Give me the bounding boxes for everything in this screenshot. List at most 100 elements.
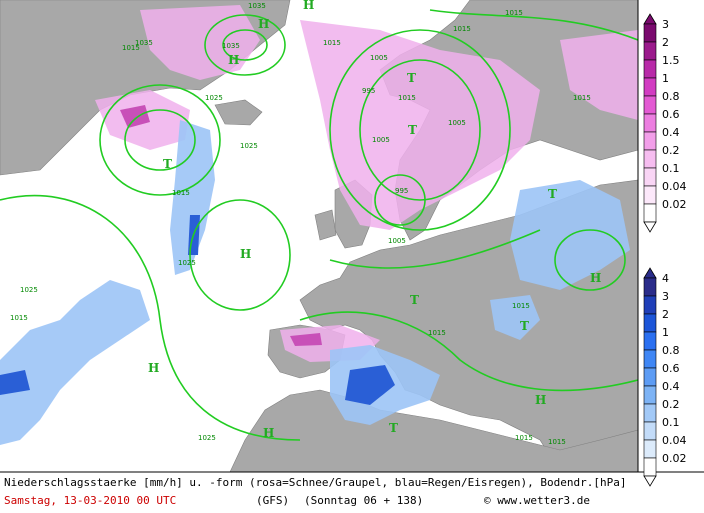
snow-legend-swatch (643, 185, 657, 205)
pressure-label: 1025 (205, 94, 223, 102)
rain-legend-value: 0.04 (662, 434, 687, 447)
snow-legend-swatch (643, 77, 657, 97)
rain-legend-value: 0.6 (662, 362, 680, 375)
pressure-label: 1005 (448, 119, 466, 127)
pressure-center: H (303, 0, 314, 12)
snow-core-med (290, 333, 322, 346)
isobar-low-iceland (99, 84, 221, 196)
pressure-label: 1015 (398, 94, 416, 102)
rain-precipitation (0, 120, 630, 445)
isobar-atlantic-south (0, 194, 301, 441)
snow-area-greenland (140, 5, 260, 80)
pressure-center: H (263, 426, 274, 440)
snow-legend-value: 0.02 (662, 198, 687, 211)
snow-legend-value: 1.5 (662, 54, 680, 67)
pressure-center: H (148, 361, 159, 375)
pressure-label: 1015 (515, 434, 533, 442)
snow-legend-swatch (643, 203, 657, 223)
rain-legend: 4 3 2 1 0.8 0.6 0.4 0.2 0.1 0.04 0.02 (643, 267, 687, 487)
pressure-label: 1015 (505, 9, 523, 17)
rain-legend-swatch (643, 403, 657, 423)
pressure-center: T (389, 421, 398, 435)
rain-legend-swatch (643, 277, 657, 297)
rain-legend-swatch (643, 331, 657, 351)
iceland-landmass (214, 99, 263, 126)
snow-core-iceland (120, 105, 150, 128)
rain-core-med (345, 365, 395, 405)
isobar-high-atlantic (189, 199, 291, 311)
rain-legend-value: 1 (662, 326, 669, 339)
snow-legend-swatch (643, 149, 657, 169)
isobar-low-scandinavia-inner (374, 174, 426, 226)
pressure-centers: H H T T T H H T T T H H H H T (148, 0, 601, 440)
rain-legend-value: 0.4 (662, 380, 680, 393)
pressure-label: 995 (362, 87, 375, 95)
snow-legend-value: 0.6 (662, 108, 680, 121)
rain-legend-swatch (643, 421, 657, 441)
pressure-center: H (228, 53, 239, 67)
ireland-landmass (314, 209, 337, 241)
snow-legend-swatch (643, 59, 657, 79)
pressure-label: 1025 (240, 142, 258, 150)
rain-legend-value: 0.1 (662, 416, 680, 429)
forecast-date: Samstag, 13-03-2010 00 UTC (4, 494, 177, 507)
pressure-label: 1015 (10, 314, 28, 322)
rain-legend-value: 0.2 (662, 398, 680, 411)
africa-landmass (229, 389, 639, 473)
snow-heavy (120, 105, 322, 346)
pressure-label: 995 (395, 187, 408, 195)
snow-legend-value: 0.1 (662, 162, 680, 175)
rain-legend-swatch (643, 385, 657, 405)
rain-legend-value: 2 (662, 308, 669, 321)
rain-legend-swatch (643, 313, 657, 333)
isobar-high-greenland (204, 14, 286, 76)
snow-legend-swatch (643, 95, 657, 115)
pressure-center: T (520, 319, 529, 333)
snow-legend-value: 0.8 (662, 90, 680, 103)
rain-area-atlantic-west (0, 280, 150, 445)
pressure-label: 1035 (222, 42, 240, 50)
pressure-center: T (410, 293, 419, 307)
rain-legend-value: 3 (662, 290, 669, 303)
pressure-label: 1015 (172, 189, 190, 197)
pressure-labels: 1035 1035 1035 1015 1015 1015 1015 1025 … (10, 2, 591, 446)
snow-legend-swatch (643, 113, 657, 133)
pressure-label: 1015 (548, 438, 566, 446)
snow-area-north (300, 20, 540, 230)
isobar-low-scandinavia (329, 29, 511, 231)
isobars (0, 9, 639, 441)
snow-legend-swatch (643, 167, 657, 187)
rain-core-atlantic (0, 370, 30, 395)
rain-legend-arrow-down (643, 475, 657, 487)
rain-legend-swatch (643, 439, 657, 459)
rain-legend-value: 0.8 (662, 344, 680, 357)
snow-legend-swatch (643, 23, 657, 43)
snow-legend-arrow-down (643, 221, 657, 233)
pressure-label: 1005 (370, 54, 388, 62)
pressure-label: 1025 (20, 286, 38, 294)
snow-legend-value: 0.2 (662, 144, 680, 157)
snow-legend: 3 2 1.5 1 0.8 0.6 0.4 0.2 0.1 0.04 0.02 (643, 13, 687, 233)
pressure-label: 1015 (122, 44, 140, 52)
rain-legend-swatch (643, 295, 657, 315)
pressure-label: 1015 (428, 329, 446, 337)
isobar-low-east (554, 229, 626, 291)
snow-legend-value: 0.4 (662, 126, 680, 139)
snow-legend-value: 2 (662, 36, 669, 49)
pressure-center: H (258, 17, 269, 31)
rain-legend-value: 4 (662, 272, 669, 285)
snow-precipitation (95, 5, 638, 362)
snow-legend-value: 1 (662, 72, 669, 85)
pressure-label: 1005 (388, 237, 406, 245)
isobar-top-right (429, 9, 639, 41)
snow-legend-value: 3 (662, 18, 669, 31)
pressure-label: 1025 (198, 434, 216, 442)
pressure-label: 1015 (512, 302, 530, 310)
isobar-low-iceland-inner (124, 109, 196, 171)
forecast-step: (Sonntag 06 + 138) (304, 494, 424, 507)
pressure-center: T (408, 123, 417, 137)
caption-line1: Niederschlagsstaerke [mm/h] u. -form (ro… (4, 476, 627, 489)
model-name: (GFS) (256, 494, 290, 507)
snow-legend-swatch (643, 131, 657, 151)
